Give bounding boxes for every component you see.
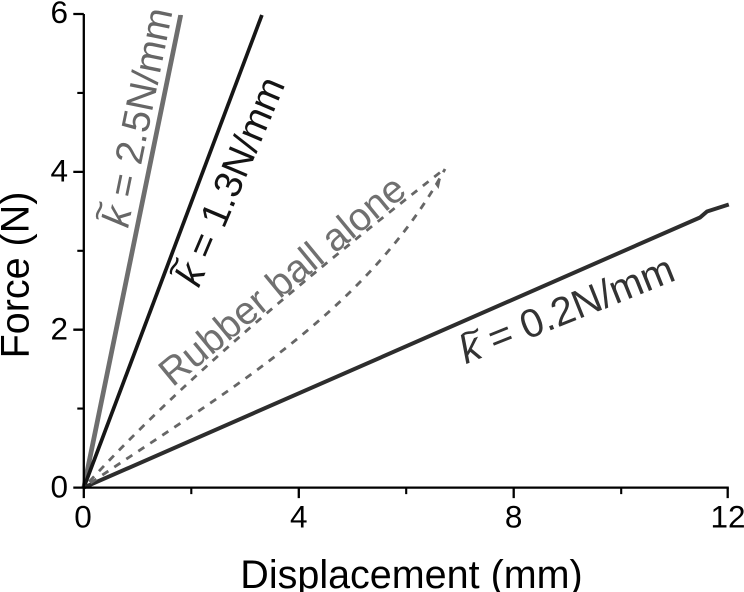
svg-text:0: 0 — [50, 468, 68, 504]
svg-text:4: 4 — [290, 499, 308, 535]
svg-text:8: 8 — [505, 499, 523, 535]
svg-text:12: 12 — [710, 499, 744, 535]
svg-text:Displacement (mm): Displacement (mm) — [240, 553, 582, 592]
svg-text:Force (N): Force (N) — [0, 192, 38, 359]
svg-text:6: 6 — [50, 0, 68, 30]
svg-text:2: 2 — [50, 310, 68, 346]
svg-text:0: 0 — [74, 499, 92, 535]
svg-text:k = 2.5N/mm: k = 2.5N/mm — [95, 4, 182, 230]
svg-text:4: 4 — [50, 152, 68, 188]
